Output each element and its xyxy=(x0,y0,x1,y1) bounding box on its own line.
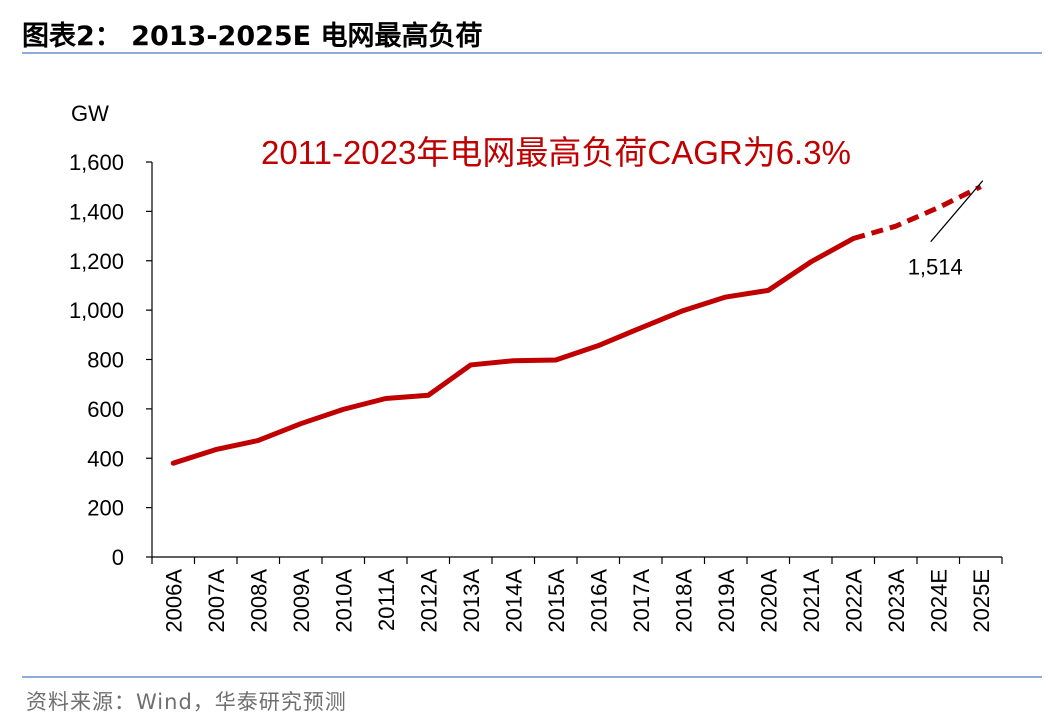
x-tick-label: 2024E xyxy=(926,569,951,633)
y-tick-label: 200 xyxy=(87,496,124,521)
source-note: 资料来源：Wind，华泰研究预测 xyxy=(26,690,347,714)
y-tick-label: 800 xyxy=(87,348,124,373)
y-tick-label: 0 xyxy=(112,545,124,570)
x-tick-label: 2011A xyxy=(374,569,399,631)
line-chart: 0 200 400 600 800 1,000 1,200 1,400 1,600 GW 2006A… xyxy=(69,101,1003,633)
value-leader-line xyxy=(930,180,984,243)
y-tick-label: 1,600 xyxy=(69,150,124,175)
y-axis-label: GW xyxy=(71,101,109,126)
source-bar: 资料来源：Wind，华泰研究预测 xyxy=(22,676,1042,722)
x-tick-label: 2017A xyxy=(629,569,654,633)
title-bar: 图表2： 2013-2025E 电网最高负荷 xyxy=(22,10,1042,54)
x-tick-label: 2014A xyxy=(501,569,526,633)
x-tick-label: 2021A xyxy=(799,569,824,633)
y-tick-label: 1,400 xyxy=(69,199,124,224)
x-tick-label: 2012A xyxy=(416,569,441,633)
x-tick-label: 2019A xyxy=(714,569,739,633)
cagr-annotation: 2011-2023年电网最高负荷CAGR为6.3% xyxy=(261,134,851,171)
y-tick-label: 400 xyxy=(87,446,124,471)
x-tick-label: 2018A xyxy=(671,569,696,633)
x-tick-label: 2010A xyxy=(331,569,356,633)
value-label: 1,514 xyxy=(908,255,963,280)
y-tick-label: 600 xyxy=(87,397,124,422)
x-tick-label: 2008A xyxy=(246,569,271,633)
x-tick-label: 2016A xyxy=(586,569,611,633)
x-tick-label: 2020A xyxy=(756,569,781,633)
y-tick-label: 1,000 xyxy=(69,298,124,323)
x-tick-label: 2025E xyxy=(969,569,994,633)
x-tick-label: 2007A xyxy=(204,569,229,633)
x-tick-label: 2009A xyxy=(289,569,314,633)
x-tick-label: 2023A xyxy=(884,569,909,633)
series-line-actual xyxy=(170,236,856,466)
y-tick-label: 1,200 xyxy=(69,249,124,274)
x-tick-label: 2006A xyxy=(161,569,186,633)
x-tick-label: 2013A xyxy=(459,569,484,633)
series-line-forecast xyxy=(852,184,982,241)
x-tick-label: 2022A xyxy=(841,569,866,633)
page-title: 图表2： 2013-2025E 电网最高负荷 xyxy=(22,21,483,52)
x-tick-label: 2015A xyxy=(544,569,569,633)
